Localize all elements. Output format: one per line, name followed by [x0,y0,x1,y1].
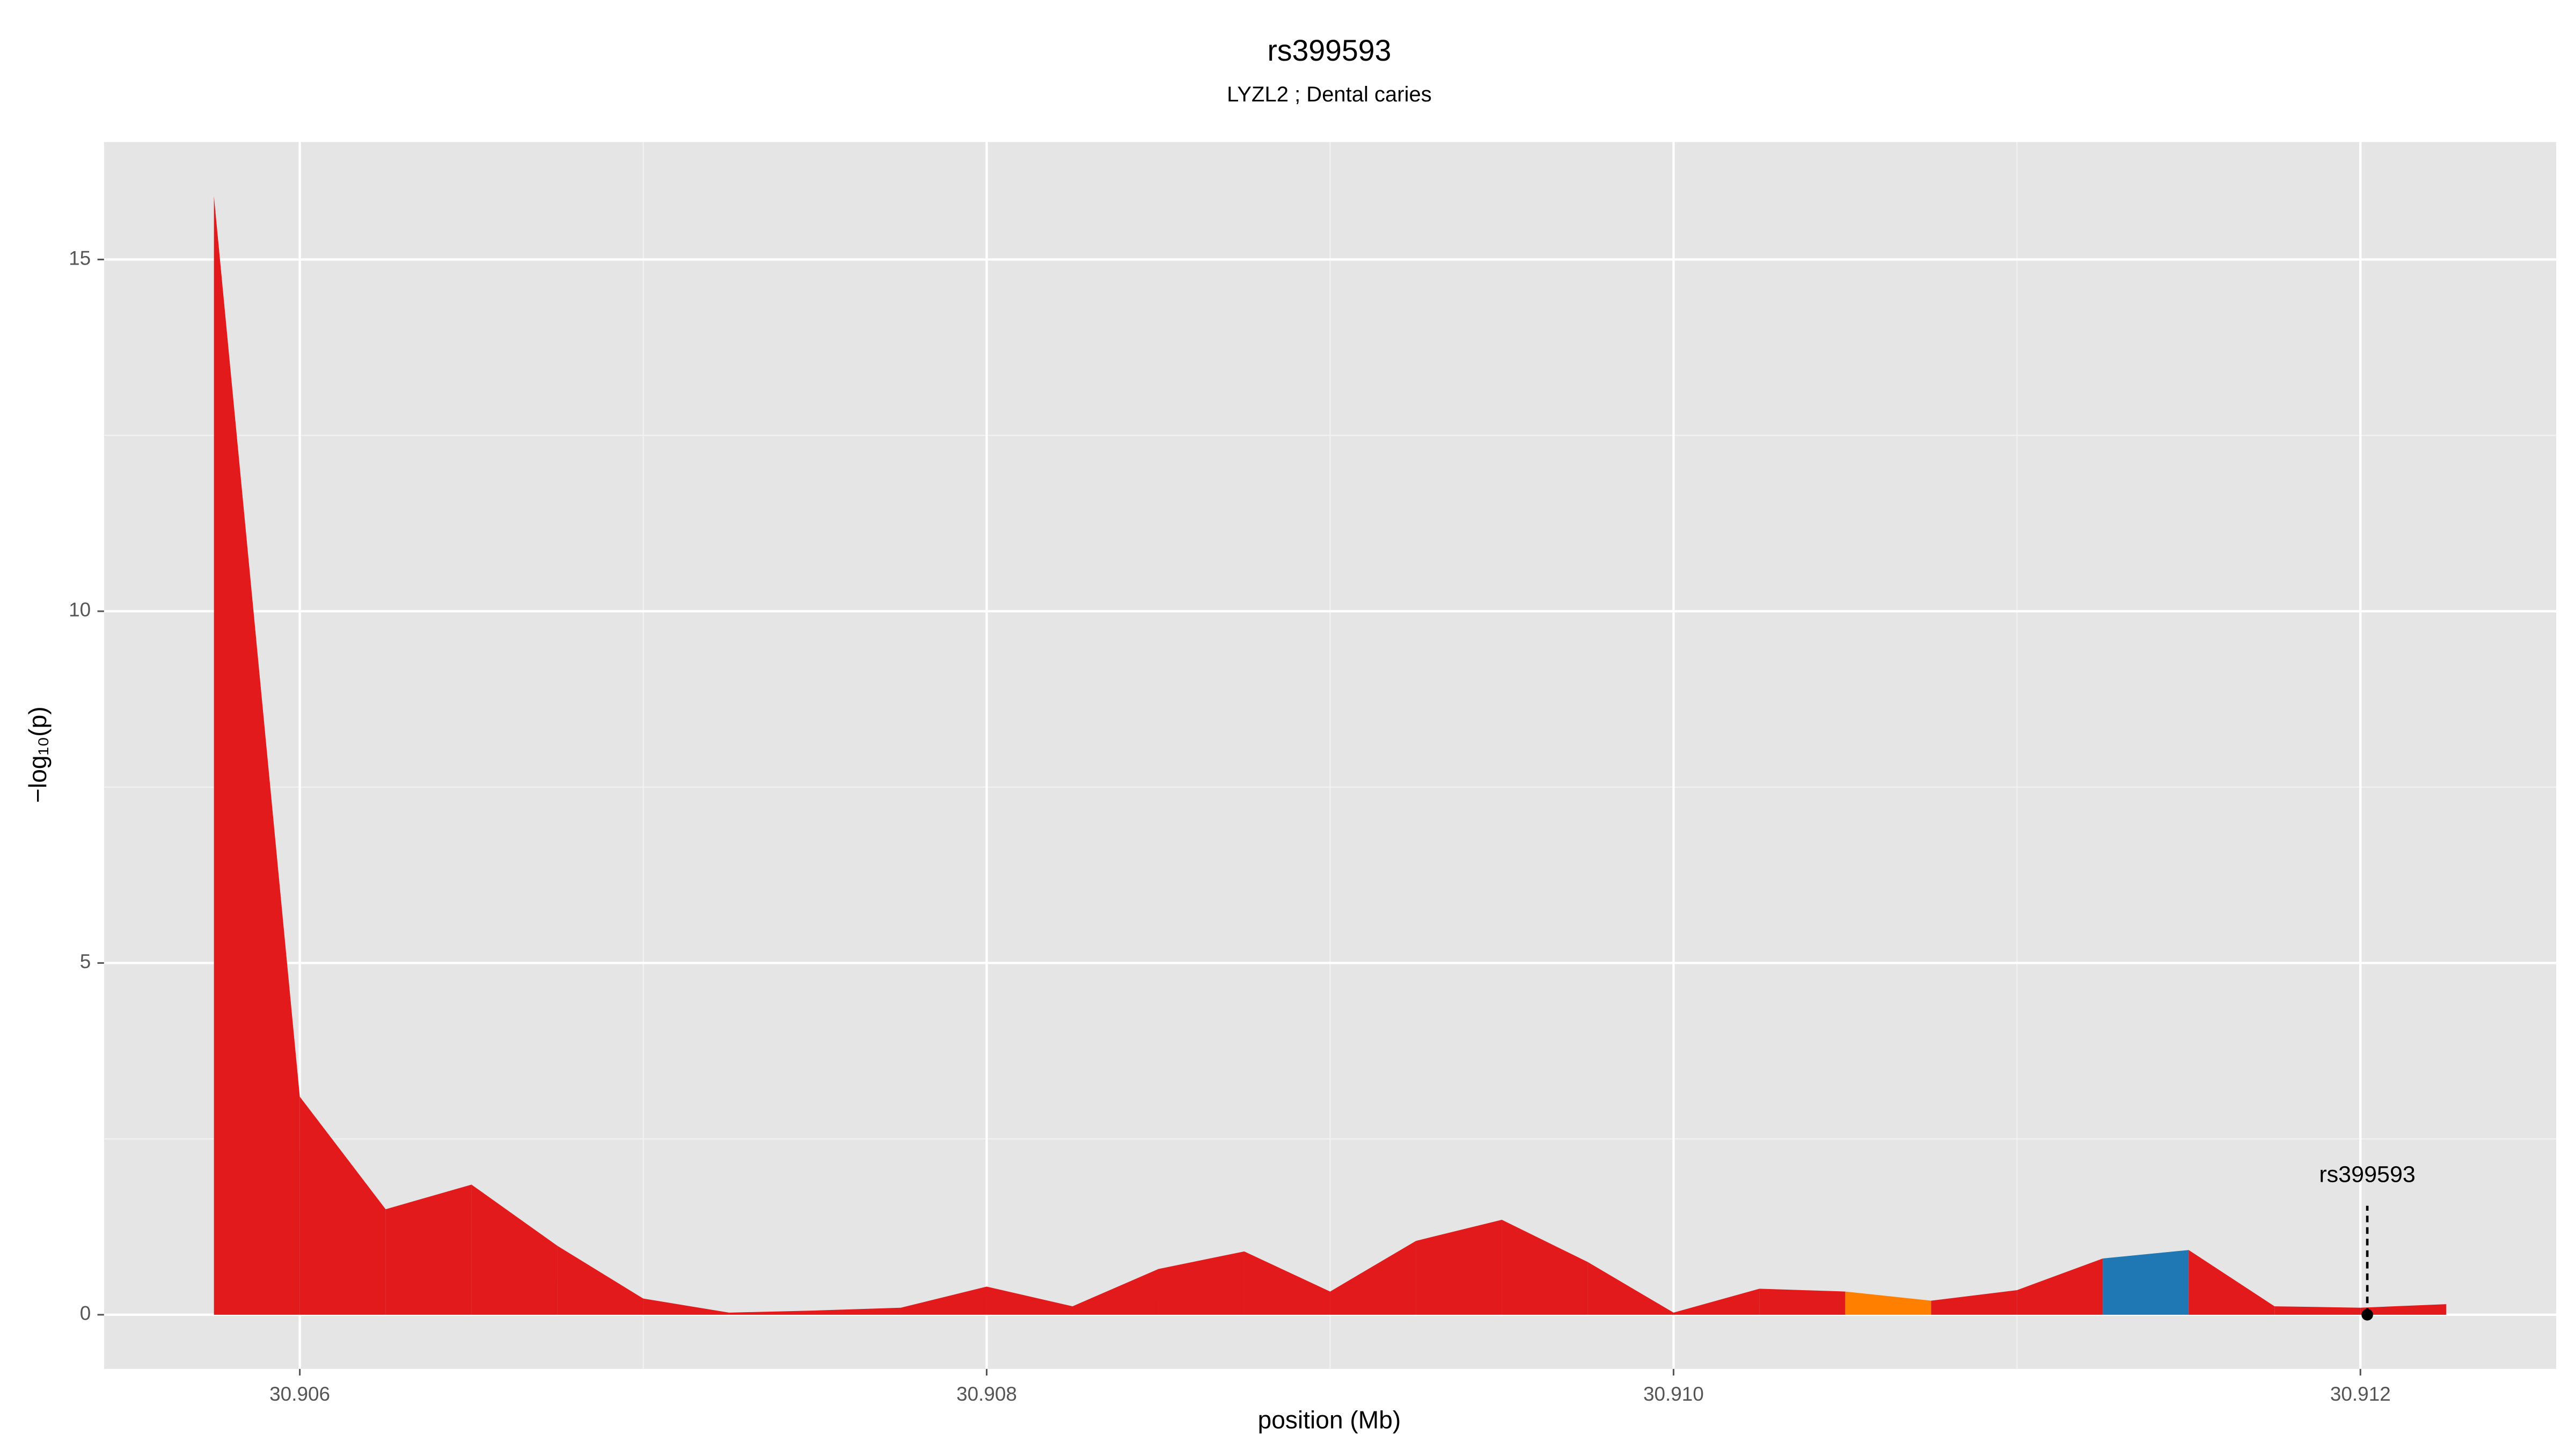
x-tick-label: 30.906 [269,1383,330,1405]
area-segment [214,196,300,1315]
area-segment [1330,1241,1416,1315]
y-tick-label: 0 [80,1302,91,1324]
area-segment [1845,1291,1931,1315]
x-tick-label: 30.910 [1643,1383,1704,1405]
area-segment [2189,1250,2275,1315]
y-tick-label: 15 [69,247,91,269]
chart-subtitle: LYZL2 ; Dental caries [1227,83,1432,106]
x-tick-label: 30.908 [956,1383,1017,1405]
area-segment [557,1246,643,1315]
area-segment [471,1184,558,1315]
area-segment [385,1184,472,1315]
area-segment [1502,1219,1588,1315]
area-segment [299,1096,386,1315]
area-segment [1759,1289,1846,1315]
area-segment [2103,1250,2189,1315]
area-segment [1931,1290,2017,1315]
area-segment [1673,1289,1760,1315]
area-segment [1244,1251,1330,1315]
area-segment [643,1298,729,1315]
area-segment [1587,1262,1674,1315]
annotation-point [2361,1309,2373,1321]
area-segment [2017,1258,2103,1315]
area-segment [815,1307,901,1315]
chart-title: rs399593 [1267,34,1391,67]
x-axis-label: position (Mb) [1258,1406,1401,1433]
y-tick-label: 10 [69,599,91,621]
x-tick-label: 30.912 [2330,1383,2391,1405]
area-segment [1072,1269,1159,1315]
y-axis-label: −log₁₀(p) [24,706,52,803]
annotation-label: rs399593 [2319,1162,2416,1188]
area-segment [2274,1306,2361,1315]
area-segment [1416,1219,1502,1315]
area-segment [1158,1251,1245,1315]
area-segment [2360,1304,2447,1315]
area-segment [729,1310,815,1315]
area-segment [901,1286,987,1315]
y-tick-label: 5 [80,950,91,972]
area-segment [986,1286,1073,1315]
